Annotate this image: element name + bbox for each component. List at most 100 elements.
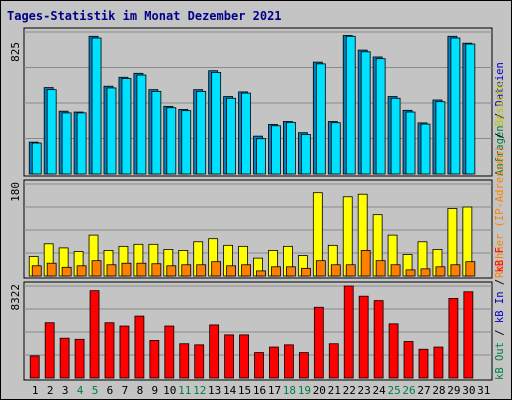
- bar-rechner-day-3: [61, 266, 72, 277]
- bar-kb-f-day-28: [433, 346, 444, 379]
- x-tick-label: 4: [77, 384, 84, 397]
- x-tick-label: 23: [358, 384, 371, 397]
- x-tick-label: 3: [62, 384, 69, 397]
- bar-rechner-day-9: [151, 263, 162, 277]
- bar-rechner-day-16: [256, 270, 266, 277]
- bar-rechner-day-11: [181, 264, 192, 277]
- x-tick-label: 7: [122, 384, 129, 397]
- x-tick-label: 30: [462, 384, 475, 397]
- x-tick-label: 22: [343, 384, 356, 397]
- panel-bottom: [23, 281, 493, 381]
- y-max-label-middle: 180: [9, 182, 22, 202]
- x-tick-label: 27: [417, 384, 430, 397]
- legend-entry: kB Out: [494, 342, 506, 380]
- legend-entry: /: [494, 106, 506, 125]
- bar-rechner-day-12: [196, 264, 207, 277]
- legend-entry: kB F: [494, 247, 506, 272]
- bar-rechner-day-8: [136, 262, 147, 277]
- bar-kb-f-day-12: [194, 344, 205, 379]
- bar-rechner-day-29: [450, 264, 461, 277]
- bar-kb-f-day-8: [134, 315, 145, 379]
- x-tick-label: 21: [328, 384, 341, 397]
- bar-rechner-day-23: [360, 250, 371, 277]
- bar-kb-f-day-3: [59, 337, 70, 379]
- bar-kb-f-day-26: [403, 341, 414, 379]
- x-tick-label: 25: [387, 384, 400, 397]
- bar-dateien-day-1: [31, 142, 42, 175]
- bar-kb-f-day-16: [254, 352, 264, 379]
- x-tick-label: 26: [402, 384, 415, 397]
- bar-kb-f-day-25: [388, 323, 399, 379]
- x-tick-label: 16: [253, 384, 266, 397]
- legend-entry: Anfragen: [494, 125, 506, 176]
- bar-rechner-day-28: [435, 266, 446, 277]
- bar-kb-f-day-6: [104, 322, 115, 379]
- x-tick-label: 20: [313, 384, 326, 397]
- legend-bottom: kB Out / kB In / kB F: [494, 247, 506, 380]
- bar-kb-f-day-18: [284, 344, 294, 379]
- x-tick-label: 8: [137, 384, 144, 397]
- bar-rechner-day-21: [330, 264, 341, 277]
- bar-kb-f-day-5: [89, 290, 100, 379]
- bar-dateien-day-29: [450, 37, 461, 175]
- bar-dateien-day-20: [315, 63, 326, 175]
- panel-middle: [23, 179, 493, 279]
- legend-entry: Rechner (IP-Adressen): [494, 145, 506, 278]
- bar-dateien-day-8: [136, 74, 147, 175]
- legend-entry: kB In: [494, 291, 506, 323]
- x-tick-label: 15: [238, 384, 251, 397]
- legend-entry: /: [494, 273, 506, 292]
- bar-dateien-day-4: [76, 112, 87, 175]
- bar-rechner-day-6: [106, 264, 117, 277]
- bar-kb-f-day-17: [269, 346, 279, 379]
- bar-dateien-day-26: [405, 111, 416, 175]
- bar-rechner-day-25: [390, 264, 401, 277]
- bar-dateien-day-27: [420, 123, 431, 175]
- bar-kb-f-day-19: [298, 352, 309, 379]
- x-tick-label: 24: [373, 384, 387, 397]
- x-tick-label: 9: [152, 384, 159, 397]
- x-tick-label: 28: [432, 384, 445, 397]
- bar-dateien-day-16: [256, 138, 266, 175]
- bar-dateien-day-9: [151, 90, 162, 175]
- legend-entry: /: [494, 323, 506, 342]
- bar-kb-f-day-27: [418, 348, 429, 379]
- bar-kb-f-day-9: [149, 340, 160, 379]
- bar-dateien-day-14: [226, 97, 237, 175]
- bar-rechner-day-13: [211, 261, 222, 277]
- legend-entry: /: [494, 126, 506, 145]
- bar-dateien-day-6: [106, 87, 117, 175]
- bar-kb-f-day-21: [328, 343, 339, 379]
- bar-dateien-day-3: [61, 112, 72, 175]
- bar-rechner-day-30: [465, 261, 476, 277]
- bar-dateien-day-19: [300, 134, 311, 175]
- x-tick-label: 17: [268, 384, 281, 397]
- bar-kb-f-day-15: [239, 334, 249, 379]
- bar-rechner-day-22: [345, 264, 356, 277]
- bar-besuche-day-22: [342, 196, 353, 277]
- bar-dateien-day-7: [121, 78, 132, 175]
- bar-dateien-day-22: [345, 35, 356, 175]
- x-tick-label: 6: [107, 384, 114, 397]
- bar-dateien-day-17: [271, 125, 281, 175]
- bar-rechner-day-10: [166, 265, 177, 277]
- x-tick-label: 18: [283, 384, 296, 397]
- bar-kb-f-day-10: [164, 325, 175, 379]
- legend-entry: Besuche: [494, 82, 506, 126]
- y-max-label-bottom: 8322: [9, 284, 22, 311]
- bar-dateien-day-21: [330, 122, 341, 175]
- bar-rechner-day-4: [76, 265, 87, 277]
- bar-kb-f-day-7: [119, 325, 130, 379]
- bar-kb-f-day-14: [224, 334, 235, 379]
- chart-title: Tages-Statistik im Monat Dezember 2021: [7, 9, 282, 23]
- bar-rechner-day-20: [315, 260, 326, 277]
- x-tick-label: 12: [193, 384, 206, 397]
- bar-kb-f-day-24: [373, 300, 384, 379]
- bar-rechner-day-27: [420, 268, 431, 277]
- bar-dateien-day-11: [181, 110, 192, 175]
- bar-rechner-day-7: [121, 262, 132, 277]
- x-tick-label: 13: [208, 384, 221, 397]
- bar-dateien-day-5: [91, 37, 102, 175]
- x-tick-label: 5: [92, 384, 99, 397]
